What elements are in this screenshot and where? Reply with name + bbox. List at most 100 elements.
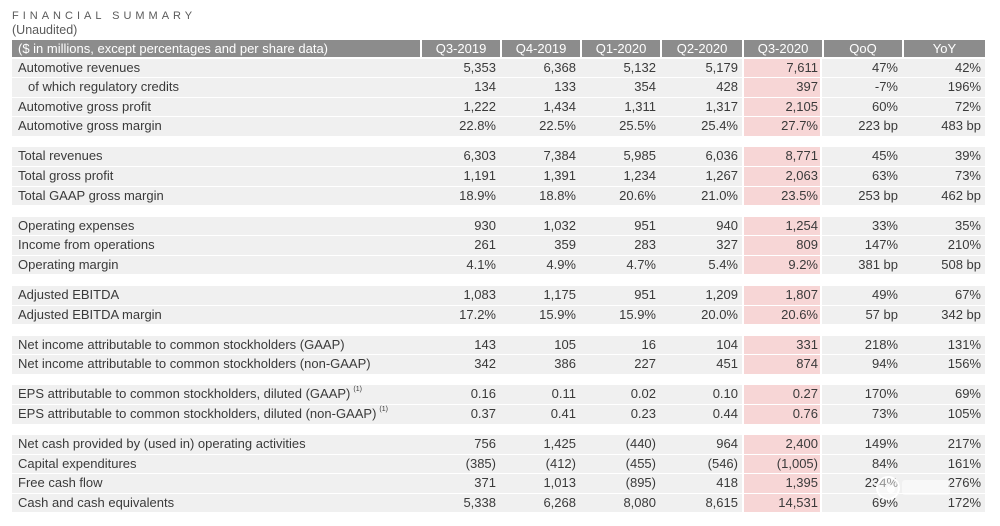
- cell-yoy: 67%: [954, 286, 981, 302]
- cell-qoq: 47%: [871, 59, 898, 75]
- cell-q3-2020: 9.2%: [742, 255, 822, 275]
- cell-q1-2020: 25.5%: [619, 118, 656, 134]
- cell-qoq: 45%: [871, 148, 898, 164]
- cell-yoy: 131%: [947, 336, 981, 352]
- cell-q4-2019: 133: [554, 79, 576, 95]
- cell-q4-2019: 1,434: [543, 98, 576, 114]
- cell-q3-2019: 1,191: [463, 167, 496, 183]
- cell-q3-2020: 0.27: [742, 385, 822, 404]
- financial-summary-table: ($ in millions, except percentages and p…: [12, 40, 985, 514]
- cell-q1-2020: 1,234: [623, 167, 656, 183]
- row-adjusted-ebitda-margin: Adjusted EBITDA margin 17.2% 15.9% 15.9%…: [12, 305, 985, 326]
- cell-yoy: 508 bp: [941, 256, 981, 272]
- page-title: FINANCIAL SUMMARY: [12, 10, 197, 22]
- cell-q4-2019: 1,013: [543, 475, 576, 491]
- cell-qoq: 170%: [864, 386, 898, 402]
- cell-yoy: 483 bp: [941, 118, 981, 134]
- footnote-marker: (1): [379, 405, 388, 413]
- row-label: Operating margin: [18, 256, 119, 272]
- cell-yoy: 161%: [947, 455, 981, 471]
- cell-q2-2020: 940: [716, 217, 738, 233]
- cell-q1-2020: 951: [634, 217, 656, 233]
- cell-q1-2020: 0.02: [630, 386, 656, 402]
- row-label: Automotive gross margin: [18, 118, 162, 134]
- cell-yoy: 105%: [947, 405, 981, 421]
- cell-q1-2020: 8,080: [623, 494, 656, 510]
- cell-q2-2020: 104: [716, 336, 738, 352]
- cell-qoq: 234%: [864, 475, 898, 491]
- cell-q1-2020: (895): [625, 475, 656, 491]
- cell-q1-2020: 1,311: [624, 98, 656, 114]
- cell-q4-2019: 1,391: [543, 167, 576, 183]
- row-label: Net cash provided by (used in) operating…: [18, 436, 306, 451]
- row-label: Capital expenditures: [18, 455, 137, 471]
- row-operating-expenses: Operating expenses 930 1,032 951 940 1,2…: [12, 216, 985, 237]
- cell-yoy: 35%: [954, 217, 981, 233]
- column-header-q4-2019: Q4-2019: [500, 40, 580, 57]
- cell-q1-2020: 4.7%: [626, 256, 656, 272]
- cell-q3-2020: 14,531: [742, 493, 822, 513]
- cell-qoq: 60%: [871, 98, 898, 114]
- row-label: Income from operations: [18, 237, 155, 253]
- cell-q4-2019: 7,384: [543, 148, 576, 164]
- column-header-qoq: QoQ: [822, 40, 902, 57]
- cell-q3-2020: 397: [742, 78, 822, 97]
- cell-q4-2019: 386: [554, 356, 576, 372]
- row-total-gaap-gross-margin: Total GAAP gross margin 18.9% 18.8% 20.6…: [12, 186, 985, 207]
- column-header-q1-2020: Q1-2020: [580, 40, 660, 57]
- cell-qoq: 63%: [871, 167, 898, 183]
- row-regulatory-credits: of which regulatory credits 134 133 354 …: [12, 78, 985, 98]
- cell-q4-2019: 18.8%: [539, 187, 576, 203]
- cell-qoq: 223 bp: [858, 118, 898, 134]
- cell-q3-2019: 930: [474, 217, 496, 233]
- cell-q3-2019: 756: [474, 436, 496, 451]
- cell-qoq: 94%: [871, 356, 898, 372]
- cell-q1-2020: 283: [634, 237, 656, 253]
- cell-qoq: -7%: [874, 79, 898, 95]
- row-automotive-revenues: Automotive revenues 5,353 6,368 5,132 5,…: [12, 58, 985, 79]
- cell-q1-2020: 354: [634, 79, 656, 95]
- cell-q3-2020: 8,771: [742, 147, 822, 166]
- row-label: Operating expenses: [18, 217, 135, 233]
- cell-q3-2019: 5,353: [463, 59, 496, 75]
- header-units-note: ($ in millions, except percentages and p…: [18, 41, 329, 56]
- column-header-q2-2020: Q2-2020: [660, 40, 742, 57]
- row-eps-gaap: EPS attributable to common stockholders,…: [12, 385, 985, 405]
- row-group-ebitda: Adjusted EBITDA 1,083 1,175 951 1,209 1,…: [12, 285, 985, 326]
- cell-q2-2020: 451: [716, 356, 738, 372]
- cell-q2-2020: 5,179: [705, 59, 738, 75]
- cell-q3-2019: 143: [474, 336, 496, 352]
- cell-q3-2020: 20.6%: [742, 305, 822, 325]
- cell-yoy: 196%: [947, 79, 981, 95]
- cell-q3-2020: (1,005): [742, 454, 822, 474]
- cell-q3-2019: 134: [474, 79, 496, 95]
- cell-q2-2020: 21.0%: [701, 187, 738, 203]
- cell-yoy: 72%: [954, 98, 981, 114]
- cell-q3-2020: 7,611: [742, 58, 822, 78]
- row-label: Automotive gross profit: [18, 98, 151, 114]
- cell-q2-2020: 6,036: [705, 148, 738, 164]
- cell-qoq: 381 bp: [858, 256, 898, 272]
- cell-qoq: 253 bp: [858, 187, 898, 203]
- row-label: EPS attributable to common stockholders,…: [12, 405, 420, 424]
- row-label: Adjusted EBITDA: [18, 286, 120, 302]
- cell-q2-2020: 1,209: [705, 286, 738, 302]
- cell-yoy: 39%: [954, 148, 981, 164]
- row-label: Net income attributable to common stockh…: [18, 336, 345, 352]
- row-group-automotive: Automotive revenues 5,353 6,368 5,132 5,…: [12, 58, 985, 137]
- row-group-cash: Net cash provided by (used in) operating…: [12, 435, 985, 514]
- cell-q1-2020: 227: [634, 356, 656, 372]
- cell-q2-2020: (546): [707, 455, 738, 471]
- cell-q1-2020: 20.6%: [619, 187, 656, 203]
- cell-qoq: 147%: [864, 237, 898, 253]
- row-label-text: EPS attributable to common stockholders,…: [18, 386, 351, 402]
- cell-q4-2019: 359: [554, 237, 576, 253]
- cell-q4-2019: (412): [545, 455, 576, 471]
- cell-qoq: 69%: [871, 494, 898, 510]
- column-header-yoy: YoY: [902, 40, 985, 57]
- cell-yoy: 342 bp: [941, 306, 981, 322]
- row-group-operations: Operating expenses 930 1,032 951 940 1,2…: [12, 216, 985, 276]
- cell-q3-2020: 27.7%: [742, 117, 822, 136]
- row-net-income-gaap: Net income attributable to common stockh…: [12, 335, 985, 356]
- cell-q1-2020: 16: [641, 336, 656, 352]
